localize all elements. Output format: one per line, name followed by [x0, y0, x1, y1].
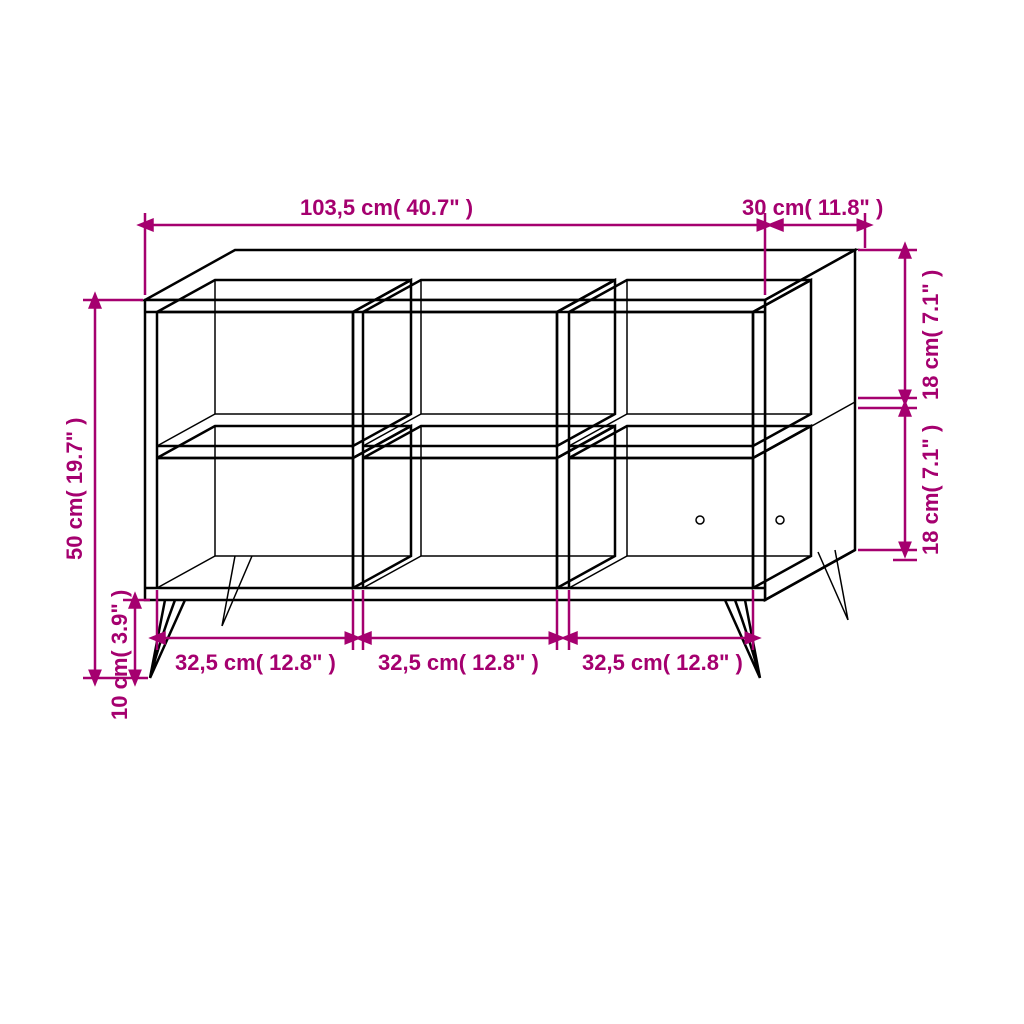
dim-width-label: 103,5 cm( 40.7" ): [300, 195, 473, 220]
dim-col2-label: 32,5 cm( 12.8" ): [378, 650, 539, 675]
dim-shelf-upper-label: 18 cm( 7.1" ): [918, 270, 943, 400]
dim-leg-label: 10 cm( 3.9" ): [107, 590, 132, 720]
dim-depth-label: 30 cm( 11.8" ): [742, 195, 883, 220]
dim-col1-label: 32,5 cm( 12.8" ): [175, 650, 336, 675]
dim-height-label: 50 cm( 19.7" ): [62, 417, 87, 560]
cabinet: [145, 250, 855, 678]
dim-col3-label: 32,5 cm( 12.8" ): [582, 650, 743, 675]
dimension-diagram: 103,5 cm( 40.7" ) 30 cm( 11.8" ) 50 cm( …: [0, 0, 1024, 1024]
dim-shelf-lower-label: 18 cm( 7.1" ): [918, 425, 943, 555]
